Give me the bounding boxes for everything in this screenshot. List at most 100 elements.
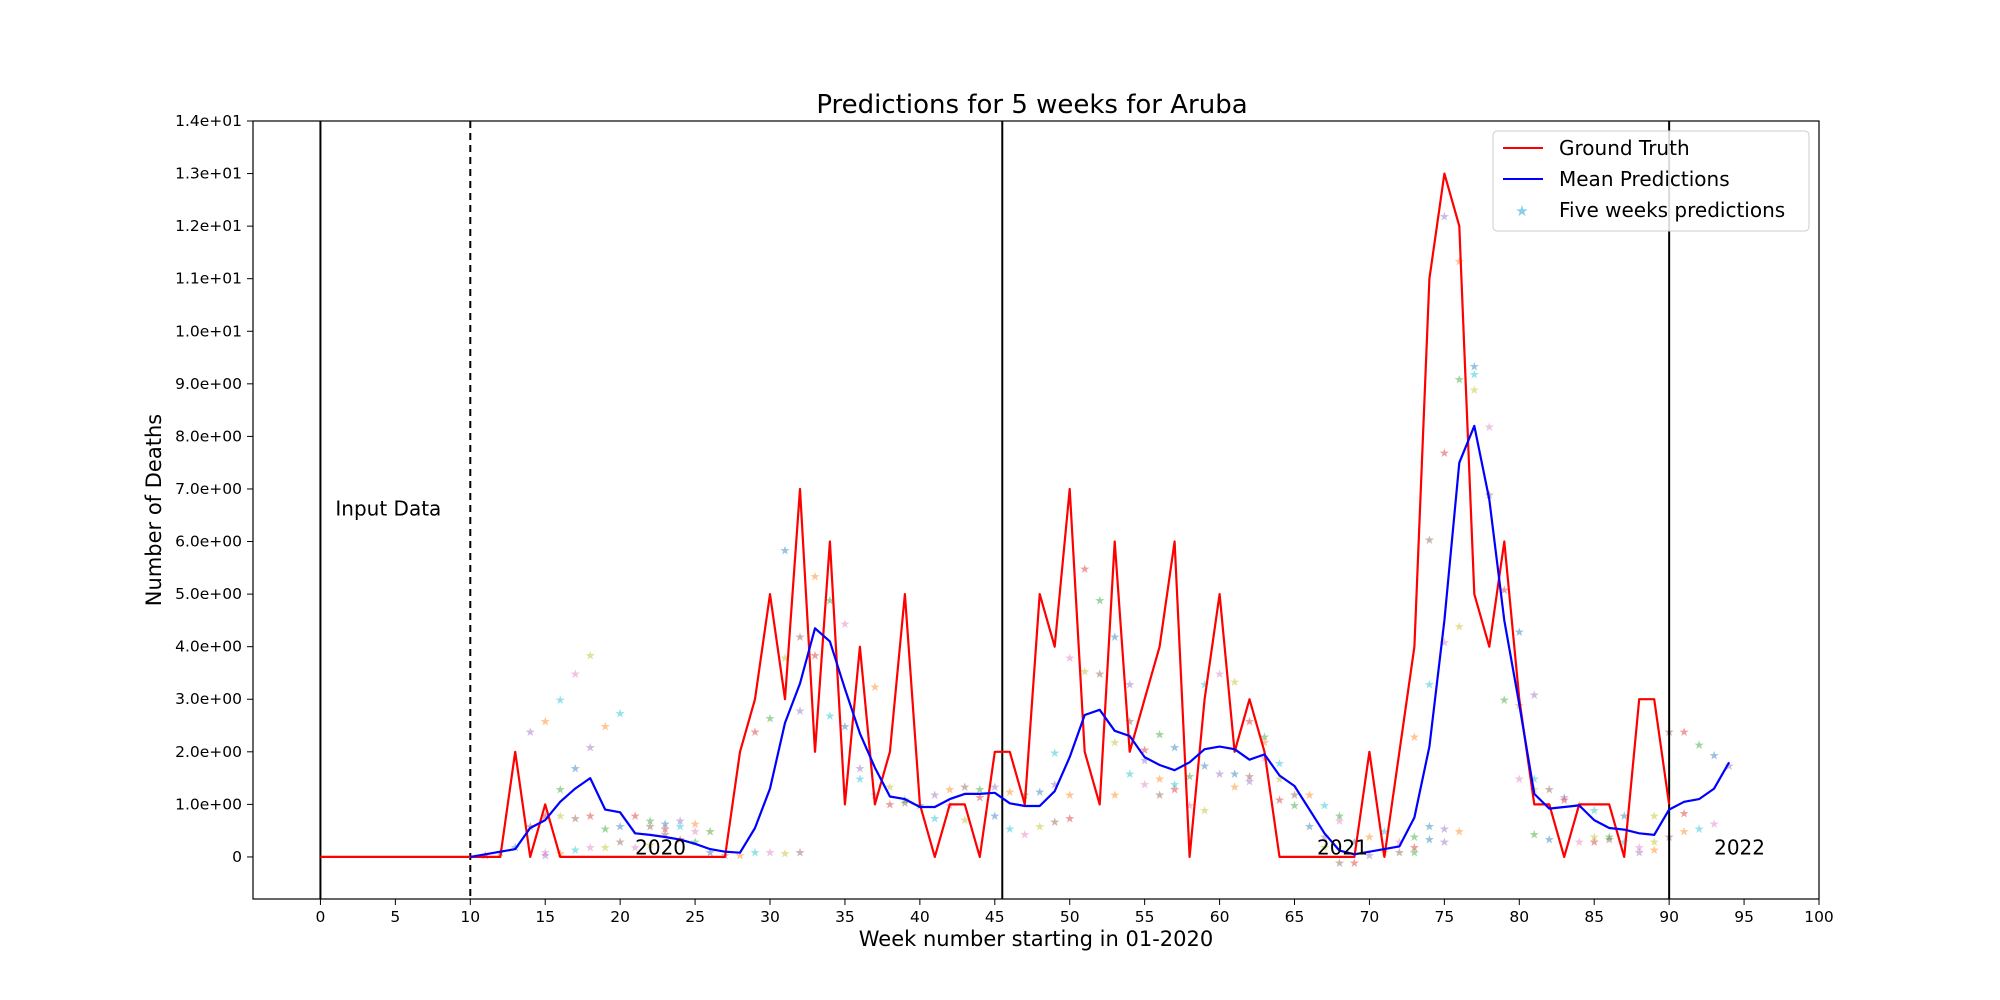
prediction-point: ★ [1694, 822, 1705, 836]
prediction-point: ★ [660, 822, 671, 836]
prediction-point: ★ [645, 819, 656, 833]
prediction-point: ★ [1139, 777, 1150, 791]
x-tick-label: 25 [685, 908, 705, 926]
y-tick-label: 7.0e+00 [175, 480, 242, 498]
prediction-point: ★ [1604, 833, 1615, 847]
prediction-point: ★ [1214, 667, 1225, 681]
prediction-point: ★ [750, 846, 761, 860]
prediction-point: ★ [1184, 770, 1195, 784]
x-tick-label: 85 [1584, 908, 1604, 926]
prediction-point: ★ [600, 840, 611, 854]
prediction-point: ★ [765, 846, 776, 860]
prediction-point: ★ [1544, 783, 1555, 797]
prediction-point: ★ [1409, 846, 1420, 860]
prediction-point: ★ [540, 714, 551, 728]
prediction-point: ★ [555, 809, 566, 823]
prediction-point: ★ [1409, 730, 1420, 744]
legend-label-mean-predictions: Mean Predictions [1559, 167, 1730, 191]
annotation-label: 2020 [635, 835, 686, 859]
prediction-point: ★ [1484, 420, 1495, 434]
prediction-point: ★ [1709, 748, 1720, 762]
x-tick-label: 70 [1360, 908, 1380, 926]
prediction-point: ★ [1679, 806, 1690, 820]
prediction-point: ★ [1244, 775, 1255, 789]
prediction-point: ★ [690, 825, 701, 839]
prediction-point: ★ [989, 780, 1000, 794]
prediction-point: ★ [645, 814, 656, 828]
x-tick-label: 45 [985, 908, 1005, 926]
prediction-point: ★ [1289, 788, 1300, 802]
prediction-point: ★ [1424, 678, 1435, 692]
prediction-point: ★ [1124, 767, 1135, 781]
prediction-point: ★ [1334, 809, 1345, 823]
prediction-point: ★ [1139, 754, 1150, 768]
prediction-point: ★ [855, 762, 866, 776]
prediction-point: ★ [1439, 446, 1450, 460]
prediction-point: ★ [1079, 562, 1090, 576]
plot-area: ★ ★ ★ ★ ★ ★ ★ ★ ★ ★ ★ ★ ★ ★ ★ ★ ★ ★ ★ ★ ★ ★ ★ ★ ★ ★ ★ ★ ★ ★ ★ ★ ★ ★ ★ ★ ★ ★ ★ ★… [319, 121, 1734, 899]
x-tick-label: 35 [835, 908, 855, 926]
prediction-point: ★ [1319, 830, 1330, 844]
prediction-point: ★ [1064, 788, 1075, 802]
prediction-point: ★ [615, 706, 626, 720]
prediction-point: ★ [540, 848, 551, 862]
legend-label-five-weeks: Five weeks predictions [1559, 198, 1785, 222]
annotations: Input Data 2020 2021 2022 [335, 496, 1765, 859]
x-tick-label: 100 [1804, 908, 1834, 926]
prediction-point: ★ [630, 809, 641, 823]
prediction-point: ★ [1034, 785, 1045, 799]
y-tick-label: 1.2e+01 [175, 217, 242, 235]
prediction-point: ★ [1259, 735, 1270, 749]
prediction-point: ★ [1589, 830, 1600, 844]
x-tick-label: 75 [1434, 908, 1454, 926]
x-tick-label: 90 [1659, 908, 1679, 926]
prediction-point: ★ [944, 783, 955, 797]
prediction-point: ★ [1184, 798, 1195, 812]
prediction-point: ★ [1289, 798, 1300, 812]
prediction-point: ★ [1394, 846, 1405, 860]
prediction-point: ★ [1109, 735, 1120, 749]
prediction-point: ★ [989, 809, 1000, 823]
prediction-point: ★ [1049, 777, 1060, 791]
prediction-point: ★ [1349, 856, 1360, 870]
prediction-point: ★ [1409, 840, 1420, 854]
prediction-point: ★ [1304, 819, 1315, 833]
prediction-point: ★ [780, 651, 791, 665]
prediction-point: ★ [1574, 835, 1585, 849]
legend-box [1492, 130, 1810, 232]
prediction-point: ★ [1229, 767, 1240, 781]
prediction-point: ★ [1649, 843, 1660, 857]
prediction-point: ★ [1439, 210, 1450, 224]
prediction-point: ★ [795, 846, 806, 860]
prediction-point: ★ [900, 796, 911, 810]
x-tick-label: 50 [1060, 908, 1080, 926]
prediction-point: ★ [1469, 367, 1480, 381]
prediction-point: ★ [1709, 817, 1720, 831]
prediction-point: ★ [1424, 833, 1435, 847]
prediction-point: ★ [570, 812, 581, 826]
x-tick-label: 0 [315, 908, 325, 926]
prediction-point: ★ [675, 814, 686, 828]
prediction-point: ★ [1589, 835, 1600, 849]
y-tick-label: 4.0e+00 [175, 638, 242, 656]
prediction-point: ★ [555, 693, 566, 707]
prediction-point: ★ [525, 725, 536, 739]
prediction-point: ★ [1649, 809, 1660, 823]
prediction-point: ★ [1169, 783, 1180, 797]
prediction-point: ★ [1319, 840, 1330, 854]
chart-title: Predictions for 5 weeks for Aruba [816, 90, 1247, 120]
prediction-point: ★ [1109, 788, 1120, 802]
prediction-point: ★ [1319, 798, 1330, 812]
x-tick-label: 55 [1135, 908, 1155, 926]
prediction-point: ★ [1244, 770, 1255, 784]
prediction-point: ★ [1124, 678, 1135, 692]
prediction-point: ★ [1274, 756, 1285, 770]
prediction-point: ★ [1529, 827, 1540, 841]
prediction-point: ★ [1424, 533, 1435, 547]
prediction-point: ★ [1109, 630, 1120, 644]
prediction-point: ★ [570, 762, 581, 776]
prediction-point: ★ [795, 704, 806, 718]
prediction-point: ★ [1214, 767, 1225, 781]
prediction-point: ★ [1304, 788, 1315, 802]
